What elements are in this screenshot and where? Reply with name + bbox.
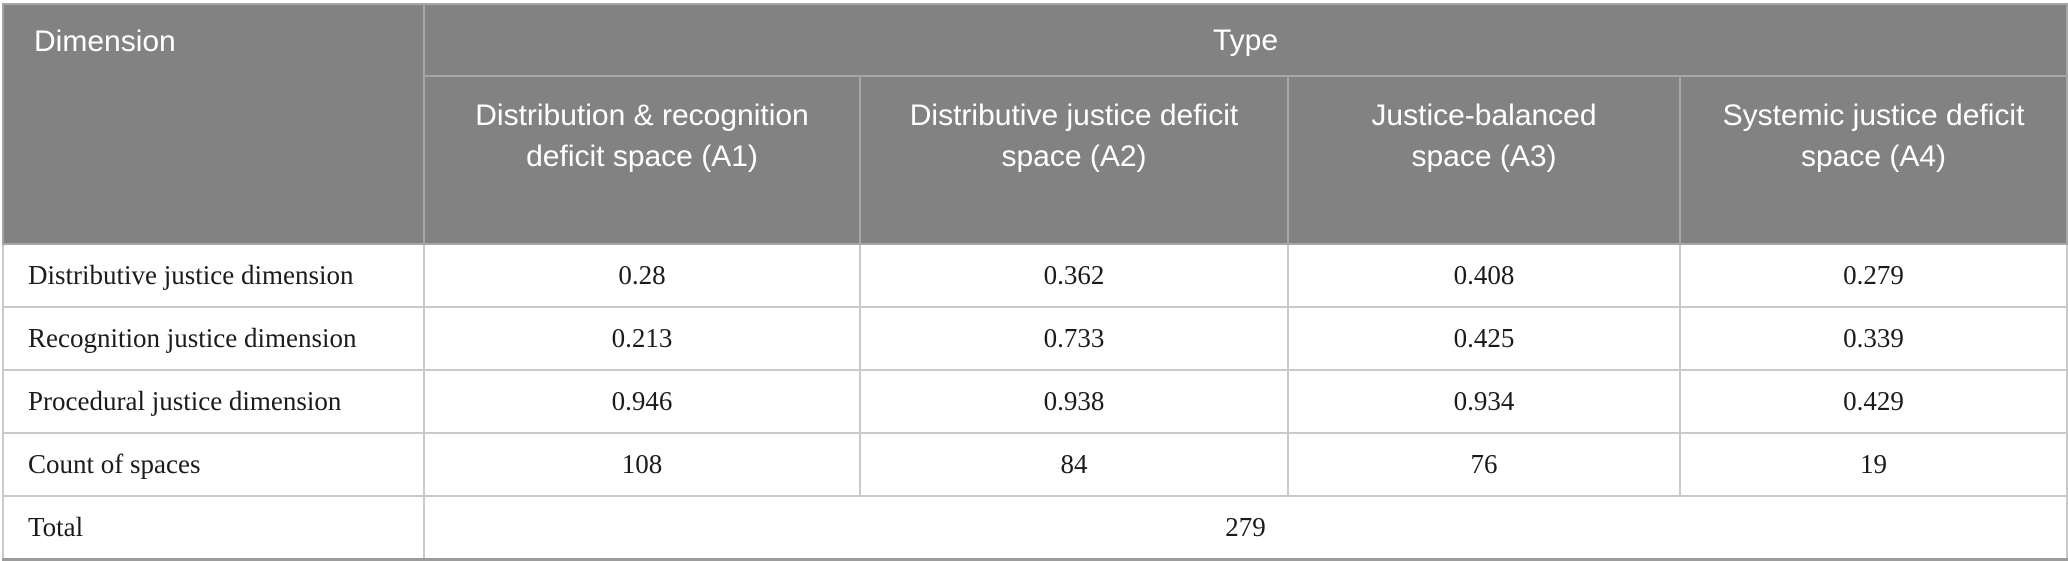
value-cell: 0.213: [423, 306, 861, 371]
group-header-row: Dimension Type: [2, 3, 2068, 245]
table-row: Recognition justice dimension 0.213 0.73…: [2, 306, 2068, 371]
row-label-count-of-spaces: Count of spaces: [2, 432, 425, 497]
table-row: Distributive justice dimension 0.28 0.36…: [2, 243, 2068, 308]
row-label-recognition: Recognition justice dimension: [2, 306, 425, 371]
table-row: Count of spaces 108 84 76 19: [2, 432, 2068, 497]
value-cell: 76: [1287, 432, 1681, 497]
value-cell: 0.339: [1678, 306, 2068, 371]
value-cell: 84: [859, 432, 1289, 497]
value-cell: 0.425: [1287, 306, 1681, 371]
column-header-a1: Distribution & recognition deficit space…: [423, 75, 861, 245]
row-label-procedural: Procedural justice dimension: [2, 369, 425, 434]
value-cell: 0.934: [1287, 369, 1681, 434]
table-row: Procedural justice dimension 0.946 0.938…: [2, 369, 2068, 434]
value-cell: 0.938: [859, 369, 1289, 434]
value-cell: 0.362: [859, 243, 1289, 308]
group-header-type: Type: [422, 3, 2068, 77]
column-header-a4: Systemic justice deficit space (A4): [1678, 75, 2068, 245]
table-header: Dimension Type Distribution & recognitio…: [2, 3, 2068, 245]
justice-spaces-table: Dimension Type Distribution & recognitio…: [2, 3, 2068, 561]
value-cell: 0.279: [1678, 243, 2068, 308]
value-cell: 0.28: [423, 243, 861, 308]
column-header-row: Distribution & recognition deficit space…: [3, 75, 2068, 245]
value-cell: 0.946: [423, 369, 861, 434]
corner-header-dimension: Dimension: [2, 3, 425, 245]
column-header-a2: Distributive justice deficit space (A2): [859, 75, 1289, 245]
value-cell: 19: [1678, 432, 2068, 497]
value-cell: 0.733: [859, 306, 1289, 371]
table-body: Distributive justice dimension 0.28 0.36…: [2, 243, 2068, 561]
row-label-distributive: Distributive justice dimension: [2, 243, 425, 308]
value-cell: 0.429: [1678, 369, 2068, 434]
value-cell: 108: [423, 432, 861, 497]
column-header-a3: Justice-balanced space (A3): [1287, 75, 1681, 245]
value-cell: 0.408: [1287, 243, 1681, 308]
